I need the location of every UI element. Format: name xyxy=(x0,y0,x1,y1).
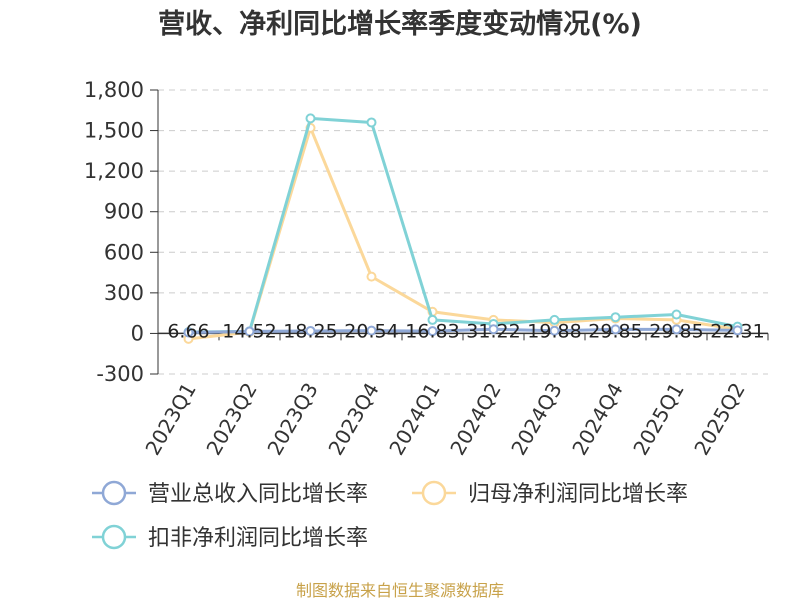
data-point xyxy=(427,326,438,337)
data-label: 31.22 xyxy=(466,320,520,342)
legend-marker xyxy=(101,524,127,550)
x-tick-label: 2025Q2 xyxy=(689,379,749,460)
x-tick-label: 2023Q3 xyxy=(262,379,322,460)
data-label: 6.66 xyxy=(167,320,209,342)
x-tick-label: 2024Q2 xyxy=(445,379,505,460)
x-tick-label: 2024Q4 xyxy=(567,379,627,460)
y-tick-label: -300 xyxy=(96,362,144,386)
data-point xyxy=(366,117,377,128)
data-label: 18.25 xyxy=(283,320,337,342)
data-label: 29.85 xyxy=(588,320,642,342)
legend-marker xyxy=(101,480,127,506)
data-label: 20.54 xyxy=(344,320,398,342)
series-line xyxy=(188,327,738,335)
series-line xyxy=(188,126,738,341)
x-tick-label: 2024Q1 xyxy=(384,379,444,460)
y-tick-label: 0 xyxy=(131,321,144,345)
source-note: 制图数据来自恒生聚源数据库 xyxy=(296,581,504,600)
data-point xyxy=(305,325,316,336)
data-point xyxy=(732,325,743,336)
x-tick-label: 2025Q1 xyxy=(628,379,688,460)
y-tick-label: 1,800 xyxy=(84,78,144,102)
x-tick-label: 2023Q1 xyxy=(140,379,200,460)
x-tick-label: 2023Q2 xyxy=(201,379,261,460)
y-tick-label: 900 xyxy=(104,200,144,224)
data-point xyxy=(610,312,621,323)
data-point xyxy=(549,325,560,336)
data-label: 22.31 xyxy=(710,320,764,342)
y-tick-label: 300 xyxy=(104,281,144,305)
data-label: 14.52 xyxy=(222,320,276,342)
data-point xyxy=(427,314,438,325)
data-label: 29.85 xyxy=(649,320,703,342)
data-point xyxy=(549,314,560,325)
data-point xyxy=(305,113,316,124)
data-point xyxy=(610,324,621,335)
legend-marker xyxy=(421,480,447,506)
data-point xyxy=(671,309,682,320)
data-point xyxy=(488,324,499,335)
data-point xyxy=(366,325,377,336)
series-line xyxy=(188,116,738,334)
legend-label: 营业总收入同比增长率 xyxy=(148,482,368,507)
data-label: 16.83 xyxy=(405,320,459,342)
data-point xyxy=(366,271,377,282)
y-tick-label: 600 xyxy=(104,240,144,264)
data-point xyxy=(244,326,255,337)
legend-label: 归母净利润同比增长率 xyxy=(468,482,688,507)
chart-title: 营收、净利同比增长率季度变动情况(%) xyxy=(158,8,642,40)
series-lines xyxy=(183,113,743,344)
data-point xyxy=(671,324,682,335)
data-point xyxy=(183,327,194,338)
data-label: 19.88 xyxy=(527,320,581,342)
y-tick-label: 1,500 xyxy=(84,119,144,143)
x-tick-label: 2023Q4 xyxy=(323,379,383,460)
legend-label: 扣非净利润同比增长率 xyxy=(148,526,368,551)
data-labels: 6.66 14.52 18.25 20.54 16.83 31.22 19.88 29.85 2… xyxy=(167,320,764,342)
x-tick-label: 2024Q3 xyxy=(506,379,566,460)
y-tick-label: 1,200 xyxy=(84,159,144,183)
